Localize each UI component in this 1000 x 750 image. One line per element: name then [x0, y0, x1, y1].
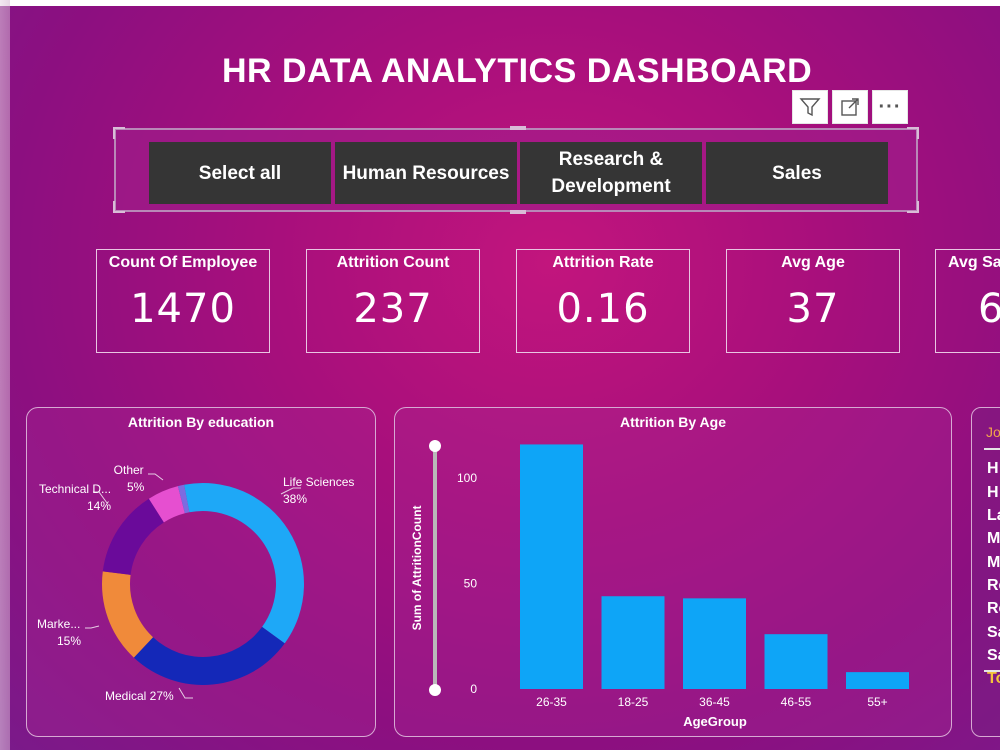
job-role-item[interactable]: M: [987, 554, 1000, 571]
kpi-label: Attrition Rate: [552, 254, 654, 271]
donut-slice-1[interactable]: [133, 626, 285, 685]
bar-55+[interactable]: [846, 672, 909, 689]
job-role-item[interactable]: La: [987, 507, 1000, 524]
job-role-panel[interactable]: Jo H H La M M Re Re Sa Sa To: [971, 407, 1000, 737]
resize-handle[interactable]: [510, 126, 526, 130]
resize-handle[interactable]: [510, 210, 526, 214]
divider: [984, 448, 1000, 450]
divider: [984, 670, 1000, 672]
visual-toolbar: ···: [792, 90, 908, 124]
donut-label-technical: Technical D... 14%: [39, 482, 112, 513]
slicer-select-all[interactable]: Select all: [149, 142, 331, 204]
x-tick-label: 55+: [867, 695, 887, 709]
y-tick-label: 100: [457, 471, 477, 485]
job-role-item[interactable]: M: [987, 530, 1000, 547]
job-role-item[interactable]: Re: [987, 600, 1000, 617]
more-options-button[interactable]: ···: [872, 90, 908, 124]
kpi-attrition-rate: Attrition Rate 0.16: [516, 249, 690, 353]
education-donut-chart: [85, 473, 304, 699]
job-role-item[interactable]: Sa: [987, 624, 1000, 641]
chart-title: Attrition By Age: [619, 414, 727, 430]
y-axis-label: Sum of AttritionCount: [410, 506, 424, 631]
bar-18-25[interactable]: [601, 596, 665, 689]
y-tick-label: 50: [464, 577, 478, 591]
more-options-icon: ···: [878, 95, 902, 118]
donut-slice-0[interactable]: [184, 483, 304, 644]
filter-icon: [799, 98, 821, 117]
job-role-item[interactable]: H: [987, 484, 999, 501]
donut-slice-5[interactable]: [177, 484, 190, 514]
dashboard-title: HR DATA ANALYTICS DASHBOARD: [222, 52, 813, 90]
donut-label-marketing: Marke... 15%: [37, 617, 82, 648]
kpi-value: 237: [353, 286, 433, 332]
kpi-value: 37: [786, 286, 840, 332]
job-role-item[interactable]: H: [987, 460, 999, 477]
age-bar-chart: 0 50 100 26-35 18-25 36-45 46-55 55+ Sum of At…: [410, 440, 909, 729]
age-chart-panel[interactable]: Attrition By Age 0 50 100 26-35 18-25 36-45 4…: [394, 407, 952, 737]
kpi-value: 0.16: [556, 286, 650, 332]
kpi-attrition-count: Attrition Count 237: [306, 249, 480, 353]
bar-36-45[interactable]: [683, 598, 746, 689]
focus-mode-button[interactable]: [832, 90, 868, 124]
kpi-value: 1470: [130, 286, 236, 332]
x-tick-label: 18-25: [618, 695, 649, 709]
window-top-strip: [0, 0, 1000, 6]
resize-handle[interactable]: [113, 127, 125, 139]
donut-label-medical: Medical 27%: [105, 689, 174, 703]
donut-slice-4[interactable]: [148, 486, 185, 523]
department-slicer: Select all Human Resources Research & De…: [113, 126, 919, 214]
kpi-label: Attrition Count: [336, 254, 450, 271]
donut-label-life-sciences: Life Sciences 38%: [283, 475, 355, 506]
kpi-label: Count Of Employee: [108, 254, 258, 271]
x-axis-label: AgeGroup: [683, 714, 747, 729]
kpi-avg-age: Avg Age 37: [726, 249, 900, 353]
donut-slice-2[interactable]: [102, 571, 154, 658]
resize-handle[interactable]: [113, 201, 125, 213]
job-role-item[interactable]: Sa: [987, 647, 1000, 664]
kpi-value: 6: [936, 286, 1000, 332]
kpi-avg-salary-partial: Avg Sa 6: [935, 249, 1000, 353]
resize-handle[interactable]: [907, 127, 919, 139]
job-role-header: Jo: [986, 424, 1000, 440]
kpi-label: Avg Sa: [948, 254, 1000, 271]
chart-title: Attrition By education: [127, 414, 275, 430]
bar-46-55[interactable]: [764, 634, 828, 689]
resize-handle[interactable]: [907, 201, 919, 213]
focus-mode-icon: [841, 98, 859, 116]
left-edge: [0, 0, 10, 750]
zoom-slider-handle-top: [429, 440, 441, 452]
slicer-research-development[interactable]: Research & Development: [520, 142, 702, 204]
bar-26-35[interactable]: [520, 444, 583, 689]
job-role-total: To: [987, 670, 1000, 687]
job-role-item[interactable]: Re: [987, 577, 1000, 594]
kpi-label: Avg Age: [781, 254, 845, 271]
slicer-human-resources[interactable]: Human Resources: [335, 142, 517, 204]
slicer-sales[interactable]: Sales: [706, 142, 888, 204]
donut-slice-3[interactable]: [102, 498, 164, 575]
filter-button[interactable]: [792, 90, 828, 124]
zoom-slider-handle-bottom: [429, 684, 441, 696]
y-tick-label: 0: [470, 682, 477, 696]
education-chart-panel[interactable]: Attrition By education Life Sciences 38% …: [26, 407, 376, 737]
x-tick-label: 36-45: [699, 695, 730, 709]
donut-label-other: Other 5%: [113, 463, 145, 494]
x-tick-label: 46-55: [781, 695, 812, 709]
x-tick-label: 26-35: [536, 695, 567, 709]
kpi-count-of-employee: Count Of Employee 1470: [96, 249, 270, 353]
